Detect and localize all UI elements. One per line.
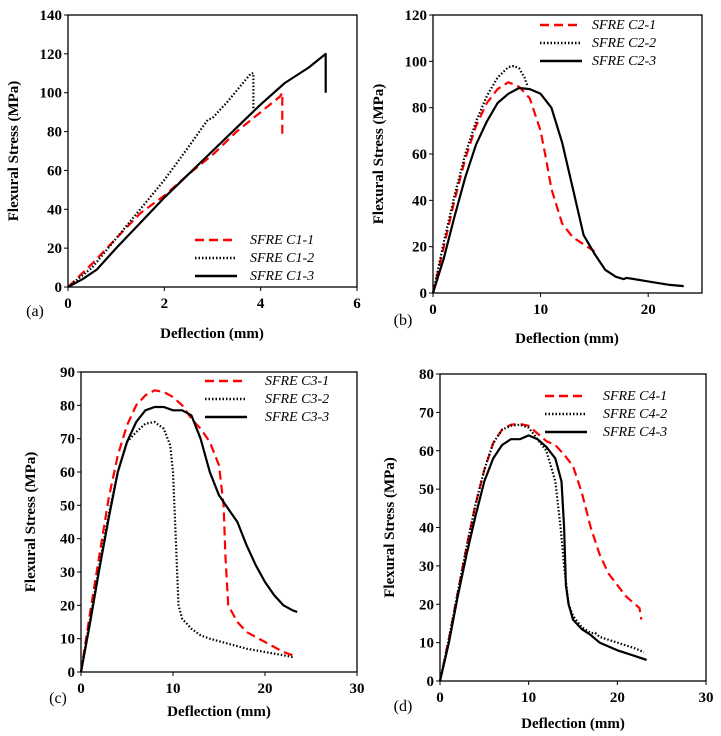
x-tick-label: 0 <box>429 302 437 318</box>
y-tick-label: 20 <box>47 241 62 257</box>
y-tick-label: 80 <box>47 125 62 141</box>
series-line-sfre-c2-2 <box>431 64 529 294</box>
legend-entry: SFRE C4-3 <box>603 425 667 440</box>
legend-entry: SFRE C2-2 <box>592 36 656 51</box>
y-tick-label: 100 <box>40 86 63 102</box>
panel-label: (d) <box>394 698 413 715</box>
subplot-a: 0 20 40 60 80 100 120 140 0 2 4 6 Deflection (mm) Fle… <box>6 8 361 342</box>
y-tick-label: 0 <box>427 674 435 690</box>
y-axis-label: Flexural Stress (MPa) <box>382 457 398 598</box>
subplot-c: 0 10 20 30 40 50 60 70 80 90 0 10 20 30 Deflection (mm… <box>23 365 365 720</box>
y-tick-label: 60 <box>412 147 427 163</box>
y-tick-label: 70 <box>60 432 75 448</box>
y-tick-label: 80 <box>412 101 427 117</box>
x-tick-label: 0 <box>77 681 85 697</box>
subplot-d: 0 10 20 30 40 50 60 70 80 0 10 20 30 Deflection (mm) F… <box>382 367 714 732</box>
x-tick-label: 30 <box>699 690 714 706</box>
series-line-sfre-c3-3 <box>79 405 298 673</box>
y-tick-label: 60 <box>419 444 434 460</box>
series-line-sfre-c1-1 <box>67 91 284 288</box>
y-tick-label: 70 <box>419 405 434 421</box>
plot-frame <box>67 14 358 288</box>
y-axis-label: Flexural Stress (MPa) <box>23 452 39 593</box>
y-tick-label: 20 <box>419 597 434 613</box>
series-line-sfre-c3-2 <box>79 420 293 673</box>
series-line-sfre-c2-1 <box>431 81 595 294</box>
x-axis-label: Deflection (mm) <box>515 331 619 347</box>
y-tick-label: 100 <box>405 54 428 70</box>
x-tick-label: 20 <box>641 302 656 318</box>
y-tick-label: 40 <box>47 202 62 218</box>
y-tick-label: 120 <box>405 8 428 24</box>
x-tick-label: 10 <box>533 302 548 318</box>
y-tick-label: 10 <box>419 636 434 652</box>
x-tick-label: 0 <box>436 690 444 706</box>
subplot-b: 0 20 40 60 80 100 120 0 10 20 Deflection (mm) Flexu… <box>371 8 703 347</box>
legend-entry: SFRE C2-3 <box>592 54 656 69</box>
y-tick-label: 140 <box>40 8 63 24</box>
x-tick-label: 0 <box>64 296 72 312</box>
y-tick-label: 60 <box>47 163 62 179</box>
x-tick-label: 6 <box>353 296 361 312</box>
y-tick-label: 0 <box>420 286 428 302</box>
x-tick-label: 20 <box>610 690 625 706</box>
x-tick-label: 10 <box>521 690 536 706</box>
y-tick-label: 80 <box>419 367 434 383</box>
series-line-sfre-c1-2 <box>67 72 255 288</box>
series-line-sfre-c2-3 <box>431 86 684 294</box>
x-tick-label: 10 <box>166 681 181 697</box>
x-axis-label: Deflection (mm) <box>160 326 264 342</box>
y-axis-label: Flexural Stress (MPa) <box>371 84 387 225</box>
panel-label: (c) <box>49 690 67 707</box>
legend-entry: SFRE C2-1 <box>592 18 656 33</box>
series-line-sfre-c1-3 <box>67 52 327 288</box>
x-tick-label: 30 <box>350 681 365 697</box>
y-tick-label: 120 <box>40 47 63 63</box>
y-tick-label: 50 <box>419 482 434 498</box>
y-tick-label: 60 <box>60 465 75 481</box>
y-tick-label: 0 <box>55 280 63 296</box>
x-axis-label: Deflection (mm) <box>167 704 271 720</box>
x-tick-label: 2 <box>161 296 169 312</box>
series-line-sfre-c3-1 <box>79 389 293 673</box>
x-tick-label: 4 <box>257 296 265 312</box>
legend-entry: SFRE C1-2 <box>250 251 314 266</box>
y-tick-label: 10 <box>60 632 75 648</box>
x-axis-label: Deflection (mm) <box>521 716 625 732</box>
x-tick-label: 20 <box>258 681 273 697</box>
legend-entry: SFRE C3-2 <box>265 392 329 407</box>
y-tick-label: 90 <box>60 365 75 381</box>
legend-entry: SFRE C4-1 <box>603 389 667 404</box>
panel-label: (b) <box>394 312 413 329</box>
legend-entry: SFRE C1-3 <box>250 269 314 284</box>
y-axis-label: Flexural Stress (MPa) <box>6 81 22 222</box>
legend-entry: SFRE C4-2 <box>603 407 667 422</box>
y-tick-label: 80 <box>60 398 75 414</box>
panel-label: (a) <box>26 303 44 320</box>
legend-entry: SFRE C3-1 <box>265 374 329 389</box>
y-tick-label: 40 <box>419 521 434 537</box>
series-line-sfre-c4-1 <box>438 422 643 682</box>
y-tick-label: 40 <box>412 193 427 209</box>
y-tick-label: 20 <box>60 598 75 614</box>
y-tick-label: 30 <box>60 565 75 581</box>
y-tick-label: 20 <box>412 240 427 256</box>
y-tick-label: 50 <box>60 498 75 514</box>
series-line-sfre-c4-2 <box>438 423 645 682</box>
legend-entry: SFRE C1-1 <box>250 233 314 248</box>
y-tick-label: 30 <box>419 559 434 575</box>
y-tick-label: 40 <box>60 532 75 548</box>
legend-entry: SFRE C3-3 <box>265 410 329 425</box>
y-tick-label: 0 <box>68 665 76 681</box>
plot-frame <box>80 371 358 673</box>
series-line-sfre-c4-3 <box>438 434 647 682</box>
